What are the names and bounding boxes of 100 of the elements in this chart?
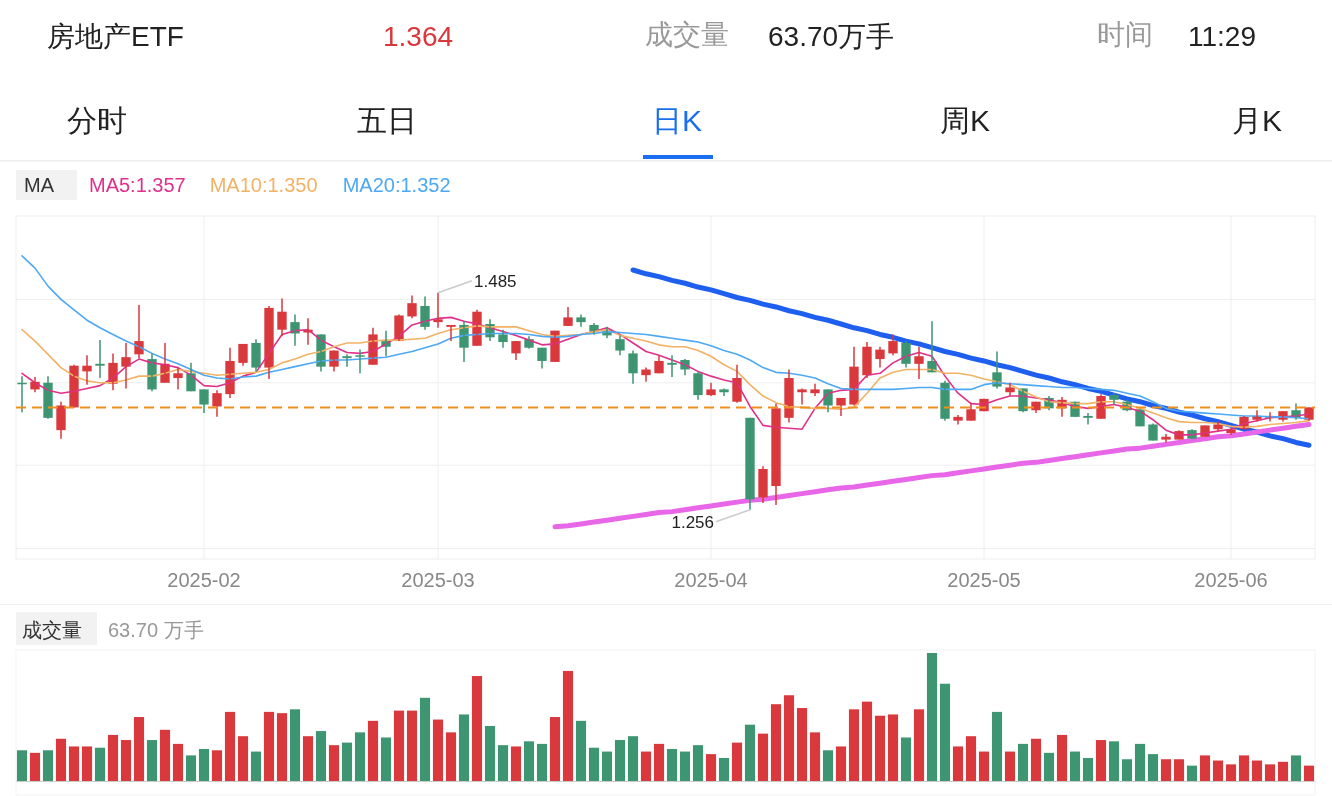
text: 周K — [940, 104, 991, 137]
bar — [94, 747, 106, 781]
bar — [1173, 759, 1185, 781]
bar — [107, 734, 119, 781]
candlestick — [810, 382, 820, 397]
bar — [81, 746, 93, 781]
bar — [822, 750, 834, 781]
text: 成交量 — [645, 19, 729, 50]
bar — [1186, 765, 1198, 781]
bar — [367, 720, 379, 781]
bar — [588, 747, 600, 781]
bar — [900, 737, 912, 781]
bar — [874, 715, 886, 781]
text: 日K — [652, 104, 703, 137]
candlestick — [966, 401, 976, 422]
bar — [1238, 755, 1250, 781]
bar — [341, 742, 353, 781]
annotation: 1.485 — [474, 271, 517, 291]
bar — [887, 714, 899, 781]
bar — [224, 711, 236, 781]
bar — [692, 745, 704, 781]
bar — [172, 743, 184, 781]
x-tick-label: 2025-06 — [1194, 569, 1268, 591]
bar — [562, 670, 574, 781]
bar — [237, 736, 249, 781]
candlestick — [1148, 422, 1158, 442]
bar — [146, 740, 158, 781]
bar — [627, 736, 639, 781]
text: 五日 — [357, 104, 417, 137]
bar — [848, 709, 860, 781]
bar — [16, 750, 28, 781]
bar — [861, 701, 873, 781]
bar — [1225, 764, 1237, 781]
bar — [1264, 764, 1276, 781]
bar — [757, 733, 769, 781]
bar — [835, 746, 847, 781]
candlestick — [914, 346, 924, 380]
bar — [666, 749, 678, 781]
bar — [679, 751, 691, 781]
bar — [471, 676, 483, 781]
bar — [640, 751, 652, 781]
bar — [718, 757, 730, 781]
bar — [913, 709, 925, 781]
bar — [926, 653, 938, 781]
bar — [419, 697, 431, 781]
bar — [263, 711, 275, 781]
bar — [1095, 740, 1107, 781]
bar — [29, 752, 41, 781]
candlestick — [355, 348, 365, 375]
text: 月K — [1232, 104, 1283, 137]
bar — [198, 749, 210, 781]
bar — [354, 732, 366, 781]
chart-subtitle: 63.70 万手 — [108, 619, 204, 641]
bar — [1134, 743, 1146, 781]
bar — [302, 736, 314, 781]
bar — [523, 741, 535, 781]
bar — [796, 708, 808, 781]
bar — [783, 695, 795, 781]
text: MA10:1.350 — [209, 174, 318, 196]
candlestick — [199, 388, 209, 414]
candlestick — [706, 382, 716, 397]
bar — [1277, 761, 1289, 781]
x-tick-label: 2025-05 — [947, 569, 1021, 591]
bar — [1017, 743, 1029, 781]
annotation: 1.256 — [671, 512, 714, 532]
bar — [1004, 751, 1016, 781]
bar — [380, 737, 392, 781]
bar — [497, 745, 509, 781]
bar — [1056, 734, 1068, 781]
bar — [289, 709, 301, 781]
bar — [1212, 760, 1224, 781]
bar — [484, 725, 496, 781]
bar — [328, 745, 340, 781]
bar — [315, 731, 327, 781]
bar — [1030, 738, 1042, 781]
bar — [432, 719, 444, 781]
text: 1.364 — [383, 21, 454, 52]
bar — [731, 742, 743, 781]
text: 分时 — [67, 104, 127, 137]
bar — [653, 743, 665, 781]
bar — [185, 755, 197, 781]
candlestick — [641, 366, 651, 383]
bar — [965, 736, 977, 781]
bar — [952, 746, 964, 781]
bar — [1160, 759, 1172, 781]
bar — [809, 732, 821, 781]
bar — [1069, 751, 1081, 781]
candlestick — [576, 313, 586, 328]
bar — [159, 729, 171, 781]
bar — [393, 710, 405, 781]
bar — [549, 717, 561, 781]
bar — [705, 754, 717, 781]
text: MA5:1.357 — [89, 174, 186, 196]
bar — [445, 732, 457, 781]
bar — [406, 710, 418, 781]
bar — [939, 683, 951, 781]
bar — [510, 746, 522, 781]
bar — [575, 720, 587, 781]
bar — [1290, 755, 1302, 781]
candlestick — [563, 306, 573, 327]
